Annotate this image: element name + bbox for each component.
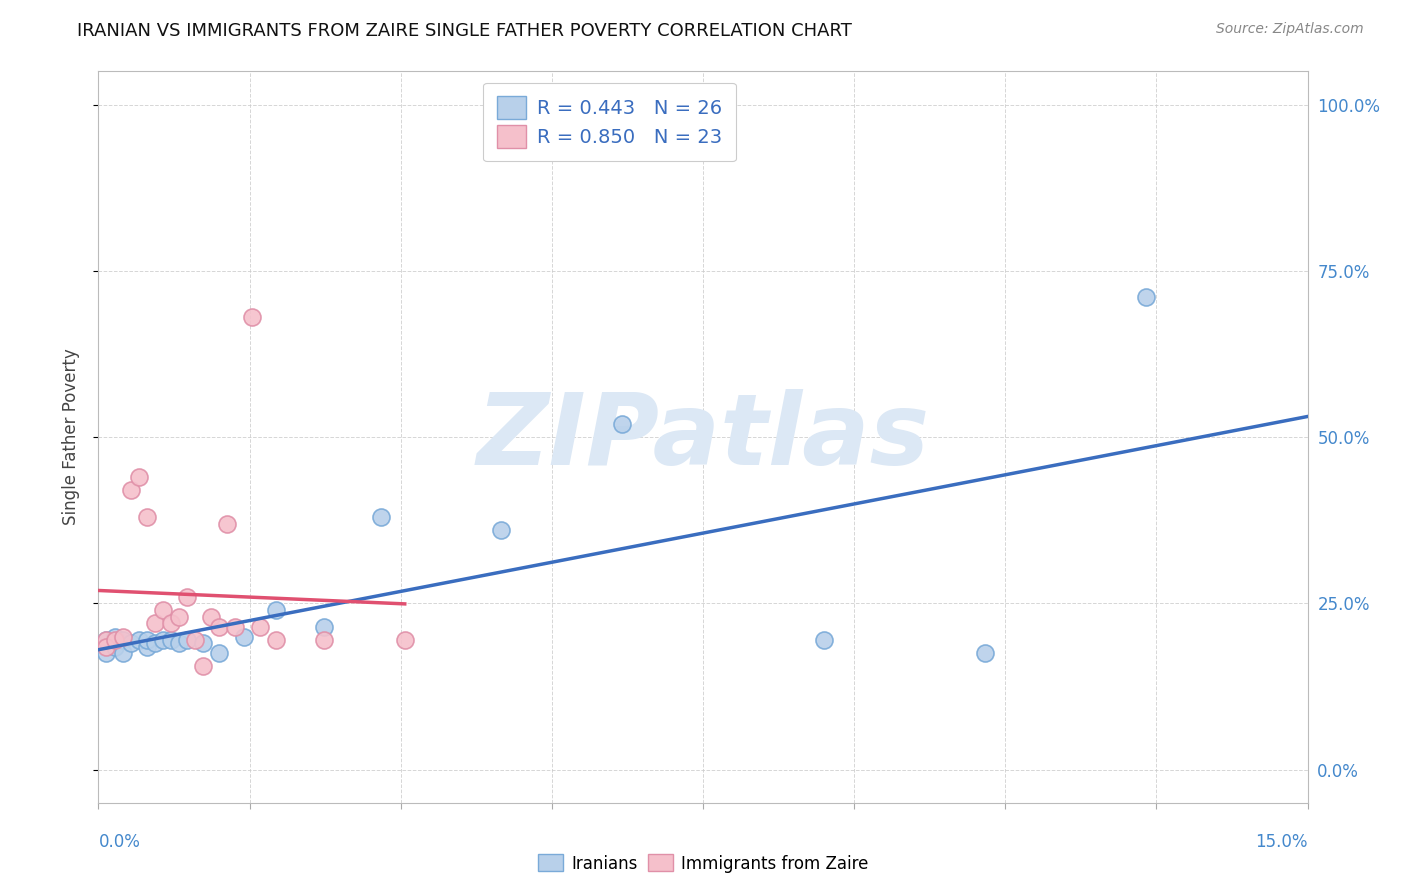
Point [176, 632, 198, 647]
Point [217, 516, 239, 531]
Legend: Iranians, Immigrants from Zaire: Iranians, Immigrants from Zaire [531, 847, 875, 880]
Point [167, 636, 190, 650]
Point [120, 483, 142, 498]
Point [176, 590, 198, 604]
Point [143, 636, 166, 650]
Point [103, 630, 125, 644]
Point [111, 630, 134, 644]
Point [96, 640, 118, 654]
Point [111, 632, 134, 647]
Point [200, 609, 222, 624]
Point [135, 640, 157, 654]
Point [152, 603, 174, 617]
Point [160, 632, 183, 647]
Point [143, 616, 166, 631]
Point [208, 646, 231, 660]
Point [152, 632, 174, 647]
Y-axis label: Single Father Poverty: Single Father Poverty [62, 349, 80, 525]
Point [96, 632, 118, 647]
Text: 15.0%: 15.0% [1256, 833, 1308, 851]
Text: IRANIAN VS IMMIGRANTS FROM ZAIRE SINGLE FATHER POVERTY CORRELATION CHART: IRANIAN VS IMMIGRANTS FROM ZAIRE SINGLE … [77, 22, 852, 40]
Point [612, 417, 634, 431]
Point [1135, 290, 1157, 304]
Point [193, 636, 215, 650]
Point [370, 509, 392, 524]
Point [394, 632, 416, 647]
Point [128, 632, 150, 647]
Point [128, 470, 150, 484]
Point [184, 632, 207, 647]
Point [491, 523, 513, 537]
Point [264, 632, 287, 647]
Point [96, 632, 118, 647]
Point [135, 509, 157, 524]
Point [103, 632, 125, 647]
Point [208, 619, 231, 633]
Point [249, 619, 271, 633]
Legend: R = 0.443   N = 26, R = 0.850   N = 23: R = 0.443 N = 26, R = 0.850 N = 23 [484, 83, 737, 161]
Point [240, 310, 263, 325]
Point [96, 646, 118, 660]
Point [314, 619, 336, 633]
Point [974, 646, 997, 660]
Point [813, 632, 835, 647]
Point [160, 616, 183, 631]
Point [193, 659, 215, 673]
Text: 0.0%: 0.0% [98, 833, 141, 851]
Point [232, 630, 254, 644]
Text: Source: ZipAtlas.com: Source: ZipAtlas.com [1216, 22, 1364, 37]
Text: ZIPatlas: ZIPatlas [477, 389, 929, 485]
Point [314, 632, 336, 647]
Point [264, 603, 287, 617]
Point [167, 609, 190, 624]
Point [103, 640, 125, 654]
Point [224, 619, 246, 633]
Point [120, 636, 142, 650]
Point [111, 646, 134, 660]
Point [135, 632, 157, 647]
